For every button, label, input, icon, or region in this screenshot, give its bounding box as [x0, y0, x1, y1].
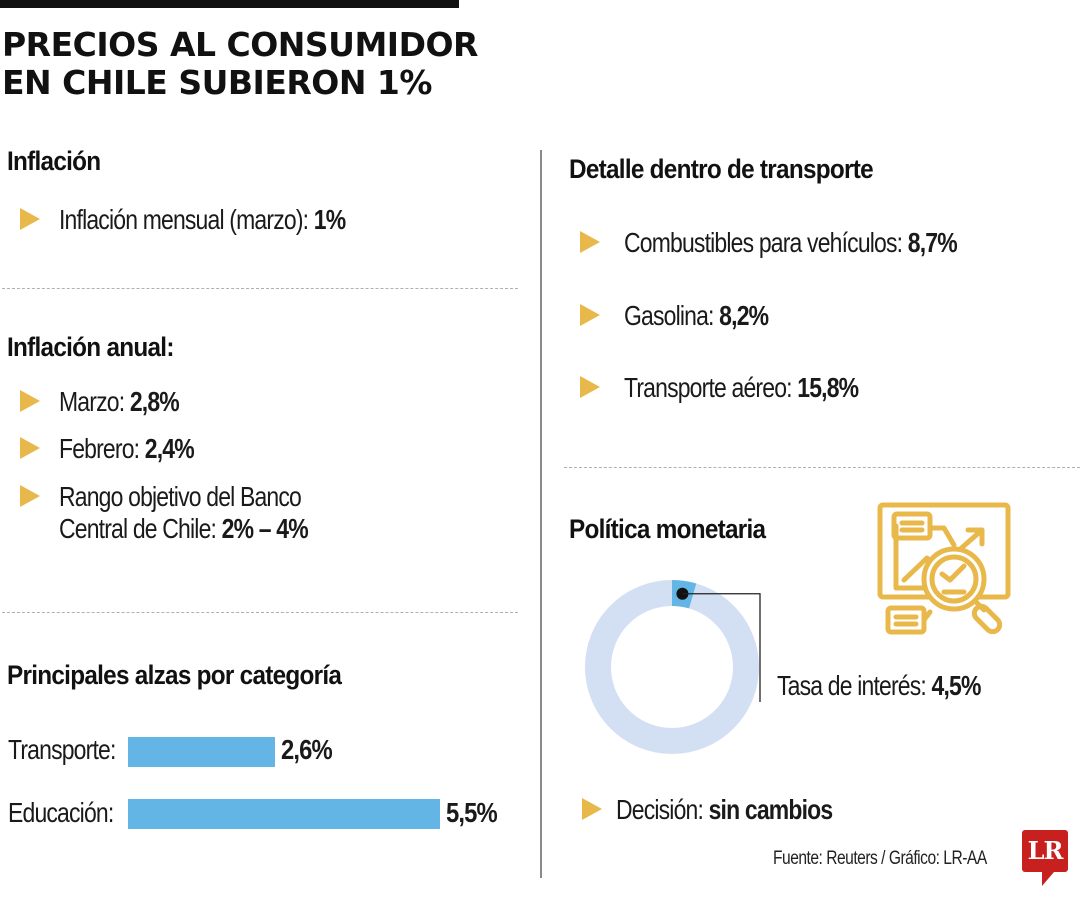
bar-category-label: Transporte:: [8, 734, 116, 765]
item-value: 8,7%: [907, 227, 958, 258]
item-value: sin cambios: [708, 794, 834, 825]
bar-transporte: [128, 737, 275, 767]
item-value: 15,8%: [797, 372, 859, 403]
politica-heading: Política monetaria: [569, 514, 766, 544]
item-label: Tasa de interés:: [777, 670, 932, 701]
bullet-triangle-icon: [582, 798, 602, 820]
bullet-triangle-icon: [580, 304, 600, 326]
bullet-triangle-icon: [20, 390, 40, 412]
page-title: PRECIOS AL CONSUMIDOR EN CHILE SUBIERON …: [2, 26, 478, 102]
bullet-triangle-icon: [580, 376, 600, 398]
divider: [2, 288, 518, 289]
inflacion-heading: Inflación: [7, 146, 101, 176]
list-item: Combustibles para vehículos: 8,7%: [580, 227, 1030, 259]
item-value: 2,4%: [144, 433, 195, 464]
bar-chart-title: Principales alzas por categoría: [7, 660, 342, 690]
item-label: Decisión:: [616, 794, 709, 825]
item-label: Combustibles para vehículos:: [624, 227, 908, 258]
list-item: Marzo: 2,8%: [20, 386, 205, 418]
item-value: 8,2%: [719, 300, 769, 331]
item-label: Transporte aéreo:: [624, 372, 798, 403]
callout-leader-line: [682, 593, 761, 702]
top-rule: [0, 0, 459, 8]
donut-track: [585, 580, 759, 754]
bar-value-label: 2,6%: [281, 734, 333, 765]
bar-value-label: 5,5%: [446, 797, 498, 828]
bullet-triangle-icon: [580, 231, 600, 253]
list-item: Transporte aéreo: 15,8%: [580, 372, 910, 404]
item-label: Rango objetivo del Banco: [59, 481, 302, 512]
interest-rate-label: Tasa de interés: 4,5%: [777, 670, 1025, 702]
divider: [564, 467, 1080, 468]
list-item: Rango objetivo del Banco Central de Chil…: [20, 481, 362, 545]
lr-logo-tail: [1042, 872, 1054, 886]
column-divider: [540, 150, 542, 878]
lr-logo: LR: [1022, 830, 1068, 872]
item-label: Marzo:: [59, 386, 130, 417]
item-label: Inflación mensual (marzo):: [59, 204, 314, 235]
transporte-heading: Detalle dentro de transporte: [569, 154, 874, 184]
item-value: 4,5%: [931, 670, 982, 701]
list-item: Gasolina: 8,2%: [580, 300, 800, 332]
bullet-triangle-icon: [20, 437, 40, 459]
item-label: Central de Chile:: [59, 513, 222, 544]
list-item: Decisión: sin cambios: [582, 794, 880, 826]
bar-educacion: [128, 799, 440, 829]
item-label: Febrero:: [59, 433, 145, 464]
title-line-1: PRECIOS AL CONSUMIDOR: [2, 25, 478, 64]
title-line-2: EN CHILE SUBIERON 1%: [2, 63, 432, 102]
lr-logo-text: LR: [1027, 836, 1064, 865]
divider: [2, 612, 518, 613]
item-value: 2% – 4%: [221, 513, 309, 544]
bullet-triangle-icon: [20, 485, 40, 507]
item-value: 1%: [313, 204, 346, 235]
list-item: Inflación mensual (marzo): 1%: [20, 204, 408, 236]
item-label: Gasolina:: [624, 300, 720, 331]
source-credit: Fuente: Reuters / Gráfico: LR-AA: [773, 848, 987, 869]
bullet-triangle-icon: [20, 208, 40, 230]
list-item: Febrero: 2,4%: [20, 433, 223, 465]
inflacion-anual-heading: Inflación anual:: [7, 332, 174, 362]
market-analysis-magnifier-icon: [877, 502, 1011, 635]
bar-category-label: Educación:: [8, 797, 114, 828]
interest-rate-donut: [585, 580, 761, 754]
item-value: 2,8%: [129, 386, 180, 417]
